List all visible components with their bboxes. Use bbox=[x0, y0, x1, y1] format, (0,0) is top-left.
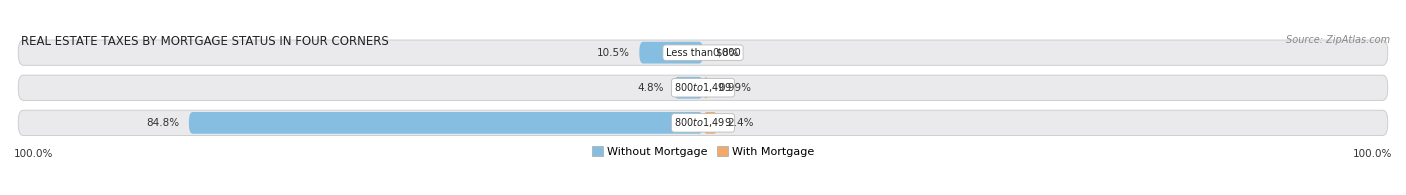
Text: 0.0%: 0.0% bbox=[713, 48, 740, 58]
FancyBboxPatch shape bbox=[673, 77, 703, 99]
Legend: Without Mortgage, With Mortgage: Without Mortgage, With Mortgage bbox=[588, 142, 818, 161]
Text: Less than $800: Less than $800 bbox=[665, 48, 741, 58]
Text: 84.8%: 84.8% bbox=[146, 118, 179, 128]
FancyBboxPatch shape bbox=[640, 42, 703, 64]
FancyBboxPatch shape bbox=[18, 110, 1388, 136]
FancyBboxPatch shape bbox=[188, 112, 703, 134]
Text: REAL ESTATE TAXES BY MORTGAGE STATUS IN FOUR CORNERS: REAL ESTATE TAXES BY MORTGAGE STATUS IN … bbox=[21, 35, 388, 48]
Text: 2.4%: 2.4% bbox=[727, 118, 754, 128]
Text: 4.8%: 4.8% bbox=[638, 83, 664, 93]
Text: Source: ZipAtlas.com: Source: ZipAtlas.com bbox=[1286, 35, 1391, 45]
Text: $800 to $1,499: $800 to $1,499 bbox=[675, 116, 731, 129]
FancyBboxPatch shape bbox=[18, 75, 1388, 100]
FancyBboxPatch shape bbox=[703, 112, 717, 134]
Text: 100.0%: 100.0% bbox=[14, 149, 53, 159]
Text: 0.99%: 0.99% bbox=[718, 83, 752, 93]
FancyBboxPatch shape bbox=[18, 40, 1388, 65]
Text: $800 to $1,499: $800 to $1,499 bbox=[675, 81, 731, 94]
Text: 100.0%: 100.0% bbox=[1353, 149, 1392, 159]
Text: 10.5%: 10.5% bbox=[596, 48, 630, 58]
FancyBboxPatch shape bbox=[703, 77, 709, 99]
